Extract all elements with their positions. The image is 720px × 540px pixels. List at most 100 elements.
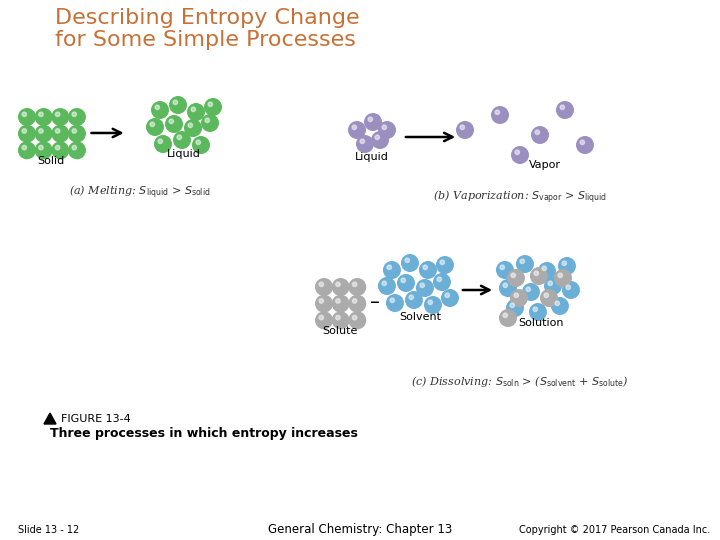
Circle shape [428,300,433,305]
Circle shape [336,299,340,303]
Circle shape [375,135,379,139]
Circle shape [433,273,451,291]
Circle shape [35,108,53,126]
Circle shape [173,100,178,105]
Circle shape [419,261,437,279]
Circle shape [18,141,36,159]
Circle shape [378,277,396,295]
Text: General Chemistry: Chapter 13: General Chemistry: Chapter 13 [268,523,452,537]
Text: (a) Melting: $S_\mathrm{liquid}$ > $S_\mathrm{solid}$: (a) Melting: $S_\mathrm{liquid}$ > $S_\m… [69,184,211,201]
Circle shape [534,271,539,275]
Circle shape [151,101,169,119]
Circle shape [315,311,333,329]
Text: Solvent: Solvent [399,312,441,322]
Circle shape [35,141,53,159]
Text: Solid: Solid [37,156,65,166]
Circle shape [551,297,569,315]
Circle shape [51,125,69,143]
Circle shape [158,139,163,144]
Circle shape [542,266,546,271]
Polygon shape [44,413,56,424]
Circle shape [437,277,441,281]
Circle shape [187,103,205,121]
Circle shape [22,112,27,117]
Circle shape [368,117,372,122]
Circle shape [511,273,516,278]
Circle shape [531,126,549,144]
Circle shape [515,150,520,154]
Circle shape [364,113,382,131]
Circle shape [436,256,454,274]
Circle shape [510,303,515,308]
Circle shape [55,129,60,133]
Circle shape [405,291,423,309]
Circle shape [39,129,43,133]
Circle shape [352,282,357,287]
Circle shape [554,269,572,287]
Circle shape [522,283,540,301]
Circle shape [538,262,556,280]
Circle shape [72,129,76,133]
Circle shape [146,118,164,136]
Text: Solute: Solute [323,326,358,336]
Circle shape [319,315,323,320]
Circle shape [336,315,340,320]
Circle shape [205,118,210,123]
Text: Three processes in which entropy increases: Three processes in which entropy increas… [50,427,358,440]
Circle shape [352,125,356,130]
Circle shape [530,267,548,285]
Circle shape [386,294,404,312]
Text: Describing Entropy Change
for Some Simple Processes: Describing Entropy Change for Some Simpl… [55,8,359,50]
Text: (b) Vaporization: $S_\mathrm{vapor}$ > $S_\mathrm{liquid}$: (b) Vaporization: $S_\mathrm{vapor}$ > $… [433,188,607,206]
Circle shape [382,125,387,130]
Circle shape [506,299,524,317]
Circle shape [315,295,333,313]
Circle shape [68,141,86,159]
Circle shape [68,125,86,143]
Circle shape [507,269,525,287]
Circle shape [544,293,549,298]
Circle shape [558,257,576,275]
Circle shape [495,110,500,114]
Circle shape [382,281,387,286]
Circle shape [566,285,570,289]
Circle shape [401,278,405,282]
Circle shape [555,301,559,306]
Circle shape [51,108,69,126]
Circle shape [420,283,425,287]
Circle shape [352,315,357,320]
Text: Solution: Solution [518,318,564,328]
Circle shape [348,311,366,329]
Circle shape [55,145,60,150]
Circle shape [499,279,517,297]
Circle shape [204,98,222,116]
Circle shape [51,141,69,159]
Circle shape [533,307,538,312]
Circle shape [191,107,196,112]
Circle shape [535,130,539,134]
Circle shape [500,265,505,269]
Circle shape [55,112,60,117]
Circle shape [496,261,514,279]
Circle shape [150,122,155,126]
Circle shape [348,278,366,296]
Circle shape [576,136,594,154]
Circle shape [516,255,534,273]
Circle shape [558,273,562,278]
Text: Slide 13 - 12: Slide 13 - 12 [18,525,79,535]
Circle shape [424,296,442,314]
Circle shape [22,129,27,133]
Circle shape [556,101,574,119]
Circle shape [356,135,374,153]
Circle shape [445,293,449,298]
Circle shape [526,287,531,292]
Circle shape [352,299,357,303]
Circle shape [155,105,160,110]
Circle shape [371,131,389,149]
Circle shape [169,119,174,124]
Circle shape [387,265,392,269]
Circle shape [529,303,547,321]
Circle shape [544,277,562,295]
Circle shape [440,260,444,265]
Circle shape [397,274,415,292]
